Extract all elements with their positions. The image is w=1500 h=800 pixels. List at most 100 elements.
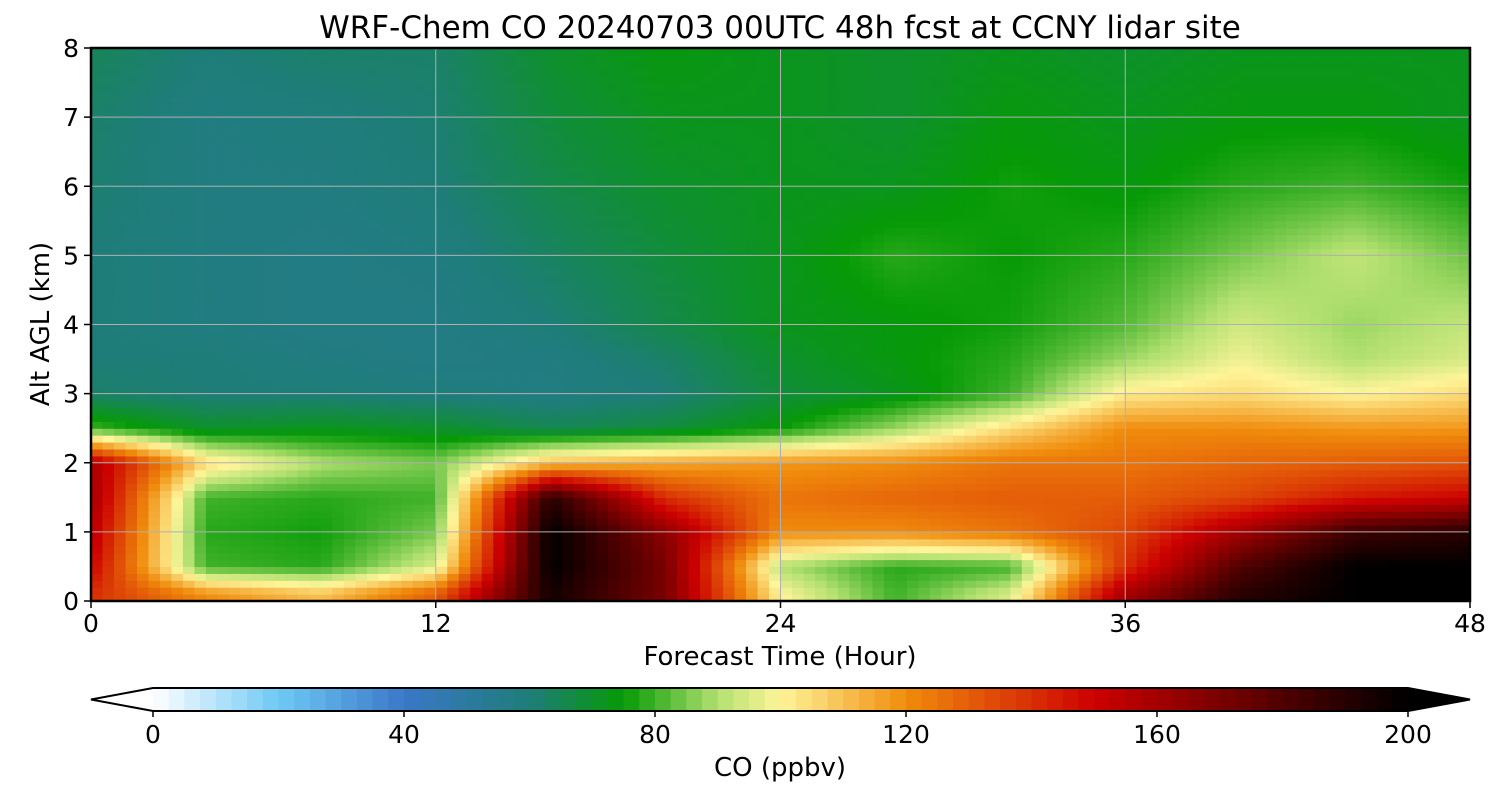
heatmap-cell (1251, 435, 1264, 443)
heatmap-cell (194, 511, 207, 519)
heatmap-cell (389, 469, 402, 478)
heatmap-cell (1194, 442, 1207, 450)
heatmap-cell (814, 442, 828, 450)
heatmap-cell (1125, 524, 1138, 533)
heatmap-cell (665, 497, 678, 505)
heatmap-cell (596, 331, 609, 339)
heatmap-cell (1136, 324, 1149, 333)
heatmap-cell (1447, 552, 1460, 561)
heatmap-cell (746, 497, 759, 505)
heatmap-cell (470, 448, 483, 457)
heatmap-cell (504, 566, 517, 574)
heatmap-cell (159, 559, 173, 568)
heatmap-cell (665, 310, 678, 319)
heatmap-cell (205, 372, 219, 381)
heatmap-cell (608, 310, 621, 319)
heatmap-cell (711, 448, 724, 457)
heatmap-cell (1263, 573, 1276, 581)
heatmap-cell (746, 372, 759, 381)
heatmap-cell (1366, 331, 1379, 339)
heatmap-cell (1125, 559, 1138, 568)
heatmap-cell (228, 476, 241, 485)
heatmap-cell (723, 317, 736, 326)
heatmap-cell (998, 428, 1011, 436)
heatmap-cell (803, 393, 816, 402)
heatmap-cell (1274, 435, 1287, 443)
heatmap-cell (723, 407, 736, 415)
heatmap-cell (1205, 324, 1218, 333)
heatmap-cell (987, 331, 1000, 339)
heatmap-cell (1263, 552, 1276, 561)
heatmap-cell (826, 310, 839, 319)
heatmap-cell (240, 352, 253, 360)
heatmap-cell (1343, 573, 1356, 581)
heatmap-cell (1033, 345, 1046, 353)
heatmap-cell (1343, 379, 1356, 388)
heatmap-cell (470, 379, 483, 388)
heatmap-cell (1343, 545, 1356, 554)
heatmap-cell (1286, 379, 1299, 388)
heatmap-cell (1182, 476, 1195, 485)
heatmap-cell (1435, 552, 1448, 561)
heatmap-cell (366, 442, 379, 450)
heatmap-cell (401, 428, 414, 436)
heatmap-cell (228, 400, 241, 409)
heatmap-cell (1251, 538, 1264, 547)
heatmap-cell (1447, 317, 1460, 326)
heatmap-cell (274, 372, 287, 381)
heatmap-cell (780, 393, 793, 402)
heatmap-cell (159, 331, 173, 339)
heatmap-cell (987, 552, 1000, 561)
heatmap-cell (883, 372, 897, 381)
heatmap-cell (1090, 476, 1103, 485)
heatmap-cell (125, 372, 138, 381)
heatmap-cell (527, 580, 540, 588)
heatmap-cell (677, 552, 690, 561)
heatmap-cell (1458, 414, 1470, 422)
heatmap-cell (688, 400, 701, 409)
heatmap-cell (516, 442, 529, 450)
heatmap-cell (619, 372, 632, 381)
heatmap-cell (780, 504, 793, 512)
heatmap-cell (332, 580, 345, 588)
heatmap-cell (619, 421, 632, 429)
heatmap-cell (1090, 511, 1103, 519)
heatmap-cell (159, 524, 173, 533)
heatmap-cell (700, 587, 713, 595)
heatmap-cell (746, 448, 759, 457)
heatmap-cell (125, 587, 138, 595)
heatmap-cell (1102, 393, 1115, 402)
heatmap-cell (906, 379, 919, 388)
heatmap-cell (332, 455, 345, 464)
heatmap-cell (1286, 372, 1299, 381)
heatmap-cell (573, 511, 586, 519)
heatmap-cell (91, 573, 104, 581)
heatmap-cell (1447, 455, 1460, 464)
heatmap-cell (274, 317, 287, 326)
heatmap-cell (677, 442, 690, 450)
heatmap-cell (1171, 518, 1184, 526)
heatmap-cell (1079, 365, 1092, 374)
heatmap-cell (504, 587, 517, 595)
heatmap-cell (1378, 497, 1391, 505)
heatmap-cell (1182, 518, 1195, 526)
heatmap-cell (1148, 379, 1161, 388)
heatmap-cell (240, 400, 253, 409)
heatmap-cell (458, 393, 471, 402)
heatmap-cell (757, 538, 770, 547)
heatmap-cell (814, 483, 828, 491)
heatmap-cell (228, 428, 241, 436)
heatmap-cell (527, 559, 540, 568)
heatmap-cell (493, 414, 506, 422)
heatmap-cell (113, 587, 127, 595)
heatmap-cell (1412, 594, 1425, 601)
heatmap-cell (769, 538, 782, 547)
heatmap-cell (378, 504, 391, 512)
heatmap-cell (1079, 448, 1092, 457)
heatmap-cell (481, 476, 494, 485)
heatmap-cell (1021, 359, 1034, 367)
heatmap-cell (171, 531, 184, 540)
heatmap-cell (665, 442, 678, 450)
heatmap-cell (251, 462, 264, 471)
heatmap-cell (929, 386, 942, 395)
